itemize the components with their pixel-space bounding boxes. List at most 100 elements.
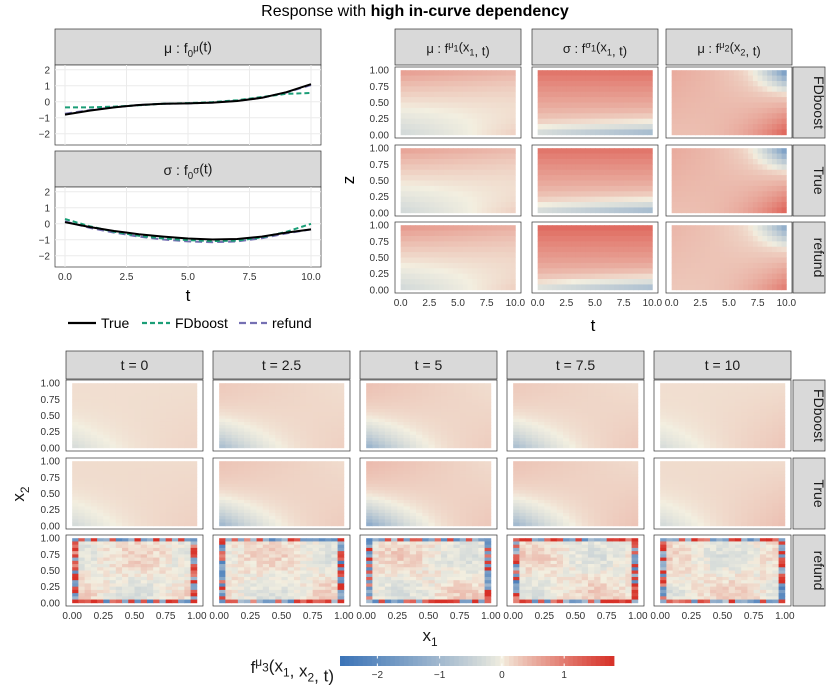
heat-cell bbox=[331, 402, 338, 407]
heat-cell bbox=[115, 415, 123, 420]
heat-cell bbox=[434, 262, 440, 269]
heat-cell bbox=[491, 113, 497, 120]
heat-cell bbox=[190, 418, 198, 423]
heat-cell bbox=[275, 576, 282, 581]
heat-cell bbox=[115, 409, 123, 413]
heat-cell bbox=[405, 118, 411, 125]
heat-cell bbox=[453, 196, 459, 203]
heat-cell bbox=[171, 399, 179, 403]
heat-cell bbox=[628, 241, 634, 248]
heat-cell bbox=[642, 225, 648, 231]
heat-cell bbox=[571, 118, 577, 125]
heat-cell bbox=[438, 268, 445, 275]
heat-cell bbox=[419, 279, 425, 285]
heat-cell bbox=[561, 273, 567, 280]
heat-cell bbox=[140, 557, 148, 562]
heat-cell bbox=[733, 158, 739, 165]
heat-cell bbox=[671, 246, 677, 253]
heat-cell bbox=[776, 153, 782, 160]
heat-cell bbox=[262, 421, 270, 426]
heat-cell bbox=[686, 107, 692, 114]
heat-cell bbox=[547, 252, 553, 258]
heat-cell bbox=[462, 97, 468, 103]
heat-cell bbox=[671, 107, 677, 114]
heat-cell bbox=[438, 225, 445, 231]
heat-cell bbox=[681, 257, 687, 264]
heat-cell bbox=[686, 86, 692, 93]
heat-cell bbox=[190, 583, 198, 588]
heat-cell bbox=[429, 252, 435, 258]
heat-cell bbox=[250, 551, 257, 555]
heat-cell bbox=[134, 409, 142, 413]
heat-cell bbox=[700, 202, 706, 208]
heat-cell bbox=[772, 235, 778, 242]
heat-cell bbox=[190, 441, 198, 445]
heat-cell bbox=[686, 80, 692, 87]
heat-cell bbox=[225, 428, 233, 433]
heat-cell bbox=[237, 487, 245, 491]
heat-cell bbox=[122, 474, 129, 478]
heat-cell bbox=[281, 493, 289, 498]
heat-cell bbox=[505, 148, 511, 154]
heat-cell bbox=[97, 434, 104, 439]
heat-cell bbox=[122, 567, 129, 571]
heat-cell bbox=[225, 519, 233, 523]
heat-cell bbox=[767, 185, 773, 192]
heat-cell bbox=[337, 474, 345, 478]
heat-cell bbox=[159, 512, 167, 517]
heat-cell bbox=[318, 431, 326, 436]
heat-cell bbox=[231, 554, 239, 558]
heat-cell bbox=[453, 252, 459, 258]
heat-cell bbox=[743, 273, 749, 280]
text-part: μ bbox=[448, 40, 453, 50]
heat-cell bbox=[743, 158, 749, 165]
heat-cell bbox=[491, 107, 497, 114]
heat-cell bbox=[140, 415, 148, 420]
heat-cell bbox=[695, 158, 701, 165]
heat-cell bbox=[590, 124, 596, 130]
heat-cell bbox=[178, 415, 185, 420]
heat-cell bbox=[458, 207, 464, 214]
heat-cell bbox=[486, 196, 492, 203]
heat-cell bbox=[134, 480, 142, 485]
heat-cell bbox=[325, 428, 332, 433]
heat-cell bbox=[415, 230, 421, 237]
heat-cell bbox=[542, 185, 548, 192]
heat-cell bbox=[547, 207, 553, 214]
heat-cell bbox=[269, 554, 276, 558]
legend-label: FDboost bbox=[175, 315, 228, 331]
heat-cell bbox=[262, 470, 270, 475]
heat-cell bbox=[128, 576, 135, 581]
heat-cell bbox=[219, 599, 226, 604]
heat-cell bbox=[729, 191, 735, 198]
heat-cell bbox=[237, 415, 245, 420]
heat-cell bbox=[231, 490, 239, 494]
heat-cell bbox=[571, 102, 577, 109]
heat-cell bbox=[72, 487, 79, 491]
heat-cell bbox=[190, 503, 198, 507]
heat-cell bbox=[178, 506, 185, 511]
heat-cell bbox=[244, 412, 251, 416]
bottom-col-strip bbox=[65, 350, 204, 380]
heat-cell bbox=[159, 506, 167, 511]
heat-cell bbox=[415, 129, 421, 136]
heat-cell bbox=[415, 70, 421, 76]
heat-cell bbox=[505, 207, 511, 214]
heat-cell bbox=[486, 225, 492, 231]
heat-cell bbox=[231, 438, 239, 442]
heat-cell bbox=[122, 386, 129, 391]
heat-cell bbox=[237, 490, 245, 494]
heat-cell bbox=[325, 399, 332, 403]
heat-cell bbox=[604, 241, 610, 248]
heat-cell bbox=[153, 415, 160, 420]
heat-cell bbox=[244, 405, 251, 410]
heat-cell bbox=[90, 593, 98, 597]
heat-cell bbox=[556, 207, 562, 214]
heat-cell bbox=[618, 70, 625, 76]
heat-cell bbox=[337, 509, 345, 514]
heat-cell bbox=[122, 464, 129, 469]
heat-cell bbox=[231, 576, 239, 581]
heat-cell bbox=[491, 80, 497, 87]
heat-cell bbox=[642, 252, 648, 258]
heat-cell bbox=[781, 75, 787, 82]
